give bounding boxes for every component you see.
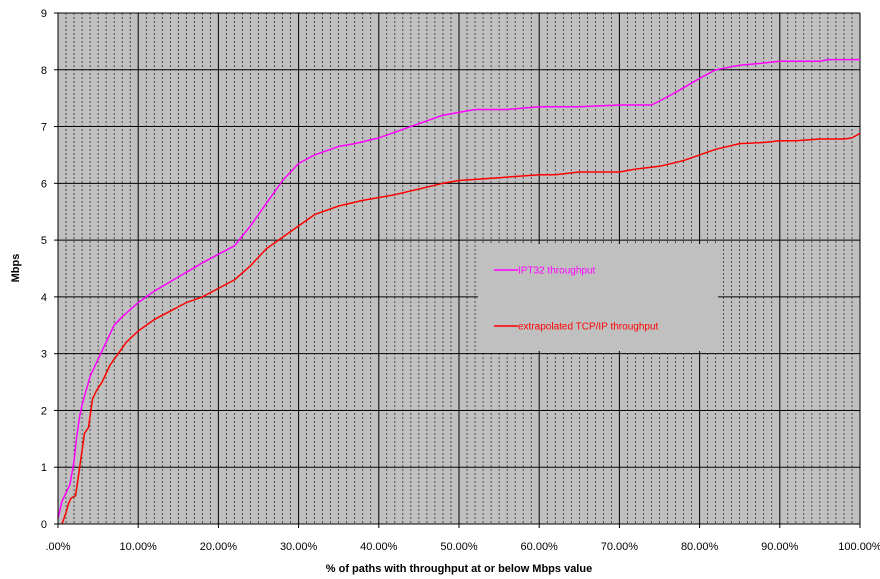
y-tick-label: 8: [41, 65, 47, 77]
x-tick-label: 90.00%: [761, 541, 799, 553]
y-tick-label: 4: [41, 292, 47, 304]
legend-label-tcpip: extrapolated TCP/IP throughput: [518, 322, 659, 333]
x-tick-label: 20.00%: [200, 541, 238, 553]
y-tick-label: 7: [41, 122, 47, 134]
x-tick-label: 30.00%: [280, 541, 318, 553]
y-tick-labels: 0 1 2 3 4 5 6 7 8 9: [41, 8, 47, 531]
y-tick-label: 2: [41, 405, 47, 417]
x-tick-label: 80.00%: [681, 541, 719, 553]
series-line-0: [57, 58, 860, 519]
x-tick-label: 50.00%: [440, 541, 478, 553]
y-tick-label: 3: [41, 349, 47, 361]
minor-gridlines: [65, 13, 853, 524]
y-axis-title: Mbps: [10, 254, 22, 283]
x-tick-label: 100.00%: [838, 541, 880, 553]
x-tick-label: 40.00%: [360, 541, 398, 553]
x-tick-label: .00%: [45, 541, 70, 553]
x-tick-labels: .00% 10.00% 20.00% 30.00% 40.00% 50.00% 60.00%…: [45, 541, 880, 553]
legend-label-ipt32: IPT32 throughput: [518, 266, 595, 277]
y-tick-label: 9: [41, 8, 47, 20]
major-gridlines: [58, 12, 861, 524]
series-layer: [57, 58, 861, 525]
y-tick-label: 5: [41, 235, 47, 247]
x-tick-label: 70.00%: [601, 541, 639, 553]
x-tick-label: 10.00%: [120, 541, 158, 553]
y-tick-label: 1: [41, 462, 47, 474]
x-tick-label: 60.00%: [521, 541, 559, 553]
legend-box: [478, 244, 718, 351]
series-line-1: [61, 132, 861, 525]
y-tick-label: 6: [41, 178, 47, 190]
legend: IPT32 throughput extrapolated TCP/IP thr…: [478, 244, 718, 351]
x-axis-title: % of paths with throughput at or below M…: [326, 563, 592, 575]
y-tick-label: 0: [41, 519, 47, 531]
axes: [54, 12, 861, 528]
